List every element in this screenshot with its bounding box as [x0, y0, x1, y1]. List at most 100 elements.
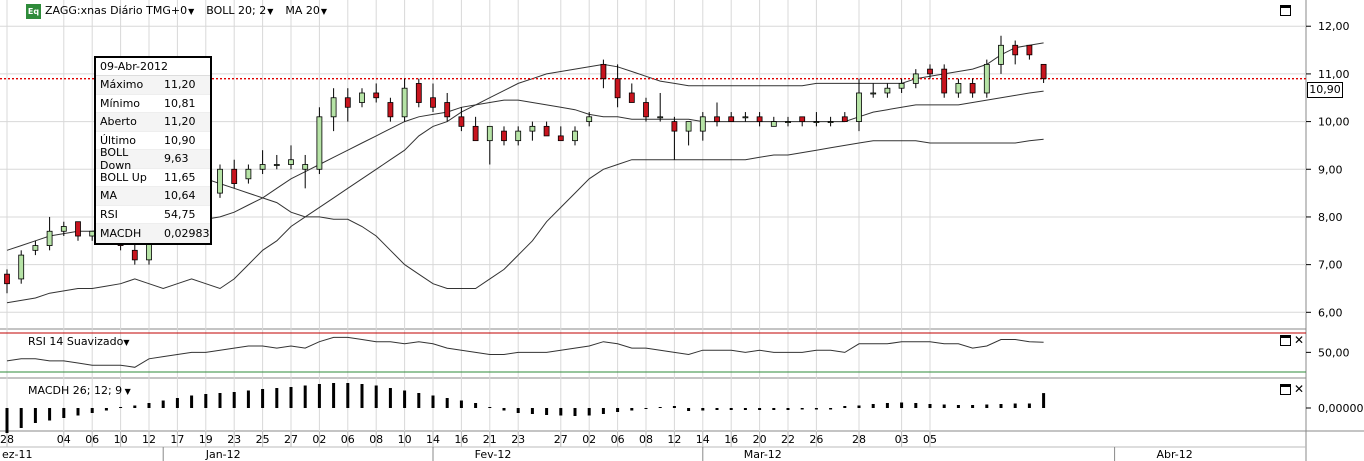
candle: [799, 116, 806, 127]
macd-bar: [701, 408, 705, 411]
candle: [401, 78, 408, 122]
macd-bar: [232, 392, 236, 408]
candle-body: [870, 92, 877, 95]
macd-pane-title[interactable]: MACDH 26; 12; 9 ▼: [28, 384, 131, 397]
candle-body: [401, 87, 408, 118]
candle: [728, 112, 735, 122]
macd-bar: [246, 390, 250, 408]
macd-bar: [914, 403, 918, 408]
candle: [330, 88, 337, 132]
boll-selector[interactable]: BOLL 20; 2▼: [206, 4, 273, 17]
candle: [813, 112, 820, 127]
candle-body: [32, 245, 39, 251]
macd-close-icon[interactable]: ✕: [1294, 382, 1305, 396]
x-tick-label: 06: [611, 433, 625, 446]
candle-body: [387, 102, 394, 118]
ma-selector[interactable]: MA 20▼: [285, 4, 327, 17]
boll-up-line: [6, 42, 1044, 304]
candle-body: [501, 130, 507, 142]
x-tick-label: 20: [753, 433, 767, 446]
macd-bar: [687, 408, 691, 411]
macd-bar: [161, 400, 165, 408]
tooltip-label: BOLL Up: [100, 170, 147, 184]
macd-bar: [417, 393, 421, 408]
tooltip-row: RSI 54,75: [96, 206, 210, 224]
macd-bar: [175, 398, 179, 408]
candle-body: [543, 125, 550, 137]
data-tooltip: 09-Abr-2012 Máximo 11,20 Mínimo 10,81 Aberto…: [94, 56, 212, 245]
candle-body: [856, 92, 862, 122]
candle: [46, 216, 53, 251]
candle-body: [46, 230, 53, 246]
macd-bar: [956, 405, 960, 408]
macd-bar: [474, 403, 478, 408]
y-tick-label: 10,00: [1318, 116, 1350, 129]
macd-bar: [814, 408, 818, 410]
candle-body: [60, 226, 67, 232]
boll-label: BOLL 20; 2: [206, 4, 267, 17]
macd-bar: [76, 408, 80, 416]
candle: [955, 78, 962, 98]
candle-body: [898, 83, 905, 89]
candle-body: [799, 116, 806, 122]
candle: [1012, 40, 1019, 65]
macd-bar: [885, 403, 889, 408]
candle: [458, 107, 465, 132]
caret-down-icon: ▼: [267, 7, 274, 16]
macd-bar: [445, 398, 449, 408]
macd-bar: [190, 395, 194, 408]
candle-body: [998, 44, 1004, 65]
last-price-badge: 10,90: [1307, 82, 1343, 98]
candle-body: [643, 102, 649, 118]
candle: [543, 121, 550, 137]
tooltip-label: Último: [100, 133, 136, 147]
caret-down-icon: ▼: [188, 7, 195, 16]
macd-maximize-icon[interactable]: [1280, 384, 1291, 395]
tooltip-label: MA: [100, 189, 118, 203]
macd-bar: [1013, 403, 1017, 408]
candle: [359, 88, 365, 108]
tooltip-label: BOLL Down: [100, 145, 132, 172]
candle-body: [841, 116, 848, 122]
tooltip-label: RSI: [100, 207, 118, 221]
candle-body: [288, 159, 294, 165]
candle: [884, 83, 891, 98]
tooltip-row: Aberto 11,20: [96, 113, 210, 132]
macd-bar: [587, 408, 591, 416]
x-tick-label: 17: [170, 433, 184, 446]
rsi-close-icon[interactable]: ✕: [1294, 333, 1305, 347]
candle: [827, 116, 834, 127]
candle-body: [813, 121, 820, 123]
eq-badge: Eq: [26, 4, 41, 19]
x-tick-label: 10: [114, 433, 128, 446]
candle: [969, 78, 976, 98]
tooltip-value: 10,81: [164, 96, 196, 110]
candle: [770, 116, 777, 127]
macd-bar: [559, 408, 563, 416]
macd-bar: [601, 408, 605, 414]
macd-bar: [971, 405, 975, 408]
rsi-pane-title[interactable]: RSI 14 Suavizado▼: [28, 335, 130, 348]
macd-bar: [502, 408, 506, 411]
candle: [927, 64, 933, 79]
candle-body: [231, 168, 238, 184]
candle-body: [302, 164, 309, 170]
x-tick-label: 02: [312, 433, 326, 446]
rsi-maximize-icon[interactable]: [1280, 335, 1291, 346]
candle-body: [557, 135, 564, 142]
maximize-icon[interactable]: [1280, 5, 1291, 16]
macd-bar: [374, 385, 378, 408]
caret-down-icon: ▼: [123, 338, 130, 347]
macd-axis-label: 0,00000: [1318, 402, 1364, 415]
macd-bar: [261, 389, 265, 408]
candle: [742, 112, 749, 122]
tooltip-value: 10,64: [164, 189, 196, 203]
x-tick-label: 16: [454, 433, 468, 446]
candle-body: [75, 221, 81, 237]
candle-body: [330, 97, 337, 118]
macd-bar: [104, 408, 108, 411]
month-label: Jan-12: [205, 448, 241, 461]
symbol-selector[interactable]: ZAGG:xnas Diário TMG+0▼: [45, 4, 194, 17]
